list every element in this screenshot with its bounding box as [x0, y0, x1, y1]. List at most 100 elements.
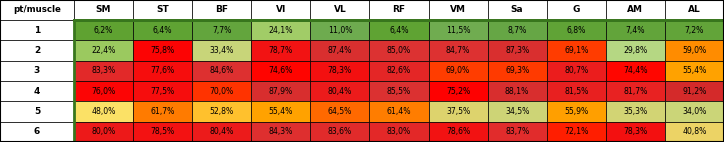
Text: 59,0%: 59,0% [682, 46, 707, 55]
Bar [311, 61, 369, 81]
Text: 87,4%: 87,4% [328, 46, 352, 55]
Bar [133, 122, 192, 142]
Bar [547, 0, 606, 20]
Bar [192, 40, 251, 61]
Text: 55,4%: 55,4% [682, 66, 707, 75]
Bar [251, 122, 311, 142]
Bar [665, 0, 724, 20]
Text: 78,5%: 78,5% [151, 127, 174, 136]
Text: 22,4%: 22,4% [91, 46, 116, 55]
Text: 82,6%: 82,6% [387, 66, 411, 75]
Bar [0, 61, 74, 81]
Bar [369, 81, 429, 101]
Bar [74, 20, 724, 142]
Bar [133, 40, 192, 61]
Text: 4: 4 [34, 87, 41, 96]
Bar [192, 101, 251, 122]
Bar [311, 101, 369, 122]
Text: 5: 5 [34, 107, 40, 116]
Bar [192, 61, 251, 81]
Text: 77,5%: 77,5% [151, 87, 174, 96]
Bar [606, 40, 665, 61]
Bar [606, 81, 665, 101]
Bar [547, 122, 606, 142]
Text: 6,8%: 6,8% [567, 26, 586, 35]
Text: 72,1%: 72,1% [564, 127, 589, 136]
Bar [488, 101, 547, 122]
Text: 83,3%: 83,3% [91, 66, 116, 75]
Text: VL: VL [334, 6, 346, 14]
Text: 85,5%: 85,5% [387, 87, 411, 96]
Text: 80,4%: 80,4% [209, 127, 234, 136]
Bar [0, 122, 74, 142]
Text: RF: RF [392, 6, 405, 14]
Text: 55,9%: 55,9% [564, 107, 589, 116]
Bar [133, 101, 192, 122]
Text: 81,7%: 81,7% [623, 87, 647, 96]
Bar [251, 61, 311, 81]
Bar [606, 61, 665, 81]
Text: 6,2%: 6,2% [94, 26, 113, 35]
Bar [429, 20, 488, 40]
Bar [665, 61, 724, 81]
Bar [547, 40, 606, 61]
Bar [74, 101, 133, 122]
Text: 80,0%: 80,0% [91, 127, 116, 136]
Text: VM: VM [450, 6, 466, 14]
Text: 85,0%: 85,0% [387, 46, 411, 55]
Bar [0, 81, 74, 101]
Text: Sa: Sa [511, 6, 523, 14]
Text: 75,8%: 75,8% [151, 46, 174, 55]
Text: 83,7%: 83,7% [505, 127, 529, 136]
Bar [251, 20, 311, 40]
Bar [665, 20, 724, 40]
Bar [665, 101, 724, 122]
Bar [74, 20, 133, 40]
Text: 70,0%: 70,0% [210, 87, 234, 96]
Bar [665, 122, 724, 142]
Text: 6,4%: 6,4% [390, 26, 409, 35]
Bar [369, 61, 429, 81]
Text: 33,4%: 33,4% [209, 46, 234, 55]
Text: 37,5%: 37,5% [446, 107, 470, 116]
Text: 2: 2 [34, 46, 40, 55]
Text: 84,3%: 84,3% [269, 127, 293, 136]
Bar [606, 20, 665, 40]
Text: 11,5%: 11,5% [446, 26, 471, 35]
Bar [311, 20, 369, 40]
Bar [74, 40, 133, 61]
Text: 52,8%: 52,8% [210, 107, 234, 116]
Text: 76,0%: 76,0% [91, 87, 116, 96]
Bar [74, 61, 133, 81]
Text: VI: VI [276, 6, 286, 14]
Text: 69,0%: 69,0% [446, 66, 470, 75]
Text: G: G [573, 6, 580, 14]
Bar [369, 122, 429, 142]
Bar [74, 122, 133, 142]
Bar [547, 101, 606, 122]
Bar [192, 0, 251, 20]
Bar [133, 20, 192, 40]
Text: 3: 3 [34, 66, 40, 75]
Bar [369, 20, 429, 40]
Text: BF: BF [215, 6, 228, 14]
Text: SM: SM [96, 6, 111, 14]
Bar [488, 61, 547, 81]
Bar [0, 40, 74, 61]
Text: AL: AL [688, 6, 701, 14]
Text: 61,4%: 61,4% [387, 107, 411, 116]
Text: 87,3%: 87,3% [505, 46, 529, 55]
Bar [133, 0, 192, 20]
Text: 61,7%: 61,7% [151, 107, 174, 116]
Text: 83,6%: 83,6% [328, 127, 352, 136]
Text: 69,1%: 69,1% [564, 46, 589, 55]
Bar [311, 40, 369, 61]
Text: 80,4%: 80,4% [328, 87, 352, 96]
Text: 83,0%: 83,0% [387, 127, 411, 136]
Bar [0, 0, 74, 20]
Bar [665, 40, 724, 61]
Text: 88,1%: 88,1% [505, 87, 529, 96]
Text: 91,2%: 91,2% [682, 87, 707, 96]
Bar [251, 101, 311, 122]
Bar [0, 101, 74, 122]
